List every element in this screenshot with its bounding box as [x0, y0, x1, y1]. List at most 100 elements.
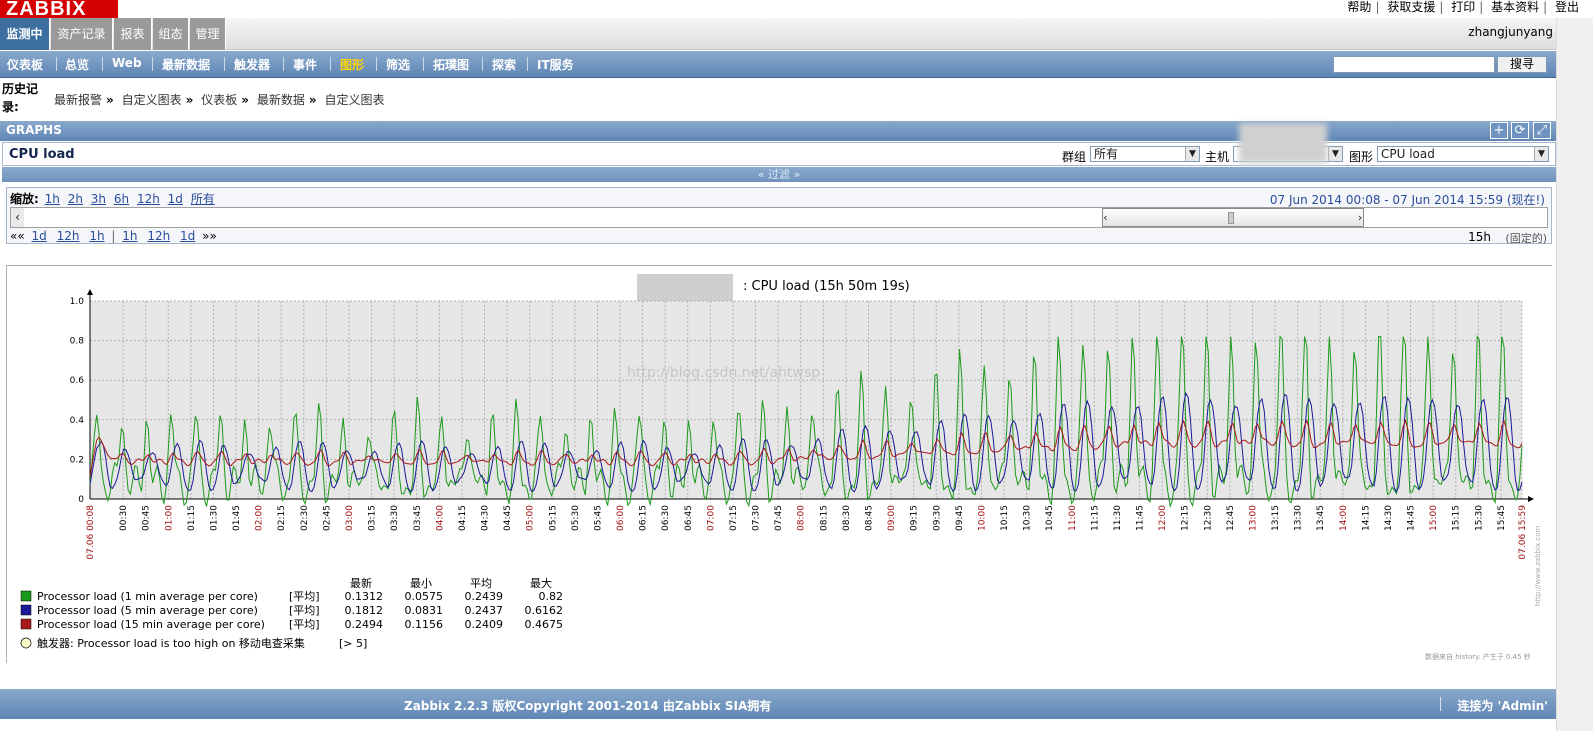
nav-back-1h[interactable]: 1h [89, 229, 105, 243]
fullscreen-icon[interactable]: ⤢ [1533, 122, 1551, 139]
series-line-1 [89, 334, 1523, 509]
legend-value: 0.2437 [465, 604, 504, 617]
zoom-all[interactable]: 所有 [190, 192, 215, 206]
add-icon[interactable]: + [1490, 122, 1508, 139]
series-lines [89, 334, 1523, 509]
submenu-graphs[interactable]: 图形 [340, 58, 365, 72]
y-tick-label: 0.4 [70, 416, 85, 426]
chevron-down-icon: ▼ [1185, 147, 1199, 161]
breadcrumb-item[interactable]: 最新数据 [256, 93, 305, 107]
submenu-latest-data[interactable]: 最新数据 [162, 58, 211, 72]
nav-forward-12h[interactable]: 12h [147, 229, 171, 243]
submenu-screens[interactable]: 筛选 [386, 58, 411, 72]
x-tick-label: 01:45 [232, 505, 242, 531]
search-button[interactable]: 搜寻 [1497, 56, 1547, 73]
print-link[interactable]: 打印 [1451, 0, 1476, 14]
legend-value: 0.0575 [405, 590, 444, 603]
tab-administration[interactable]: 管理 [190, 18, 226, 50]
chevron-left-icon[interactable]: ‹ [11, 208, 24, 227]
group-select[interactable]: 所有 ▼ [1090, 146, 1200, 162]
submenu-overview[interactable]: 总览 [65, 58, 90, 72]
zoom-2h[interactable]: 2h [67, 192, 83, 206]
y-tick-label: 0.6 [70, 376, 85, 386]
help-link[interactable]: 帮助 [1347, 0, 1372, 14]
top-bar: ZABBIX 帮助 | 获取支援 | 打印 | 基本资料 | 登出 [0, 0, 1593, 20]
x-tick-label: 07:30 [752, 505, 762, 531]
zoom-12h[interactable]: 12h [136, 192, 160, 206]
x-tick-label: 10:15 [1000, 505, 1010, 531]
x-tick-label: 03:45 [413, 505, 423, 531]
trigger-value: [> 5] [339, 637, 367, 650]
breadcrumb-item[interactable]: 自定义图表 [324, 93, 385, 107]
zoom-6h[interactable]: 6h [113, 192, 130, 206]
nav-back-all[interactable]: «« [10, 229, 25, 243]
nav-forward-1d[interactable]: 1d [180, 229, 196, 243]
x-axis-arrow [1528, 496, 1534, 502]
page-scrollbar[interactable] [1556, 18, 1593, 731]
submenu-it-services[interactable]: IT服务 [537, 58, 574, 72]
x-tick-label: 13:45 [1316, 505, 1326, 531]
support-link[interactable]: 获取支援 [1387, 0, 1436, 14]
scroll-thumb[interactable]: ‹ › [1102, 208, 1365, 227]
plot-area [90, 301, 1522, 499]
tab-monitoring[interactable]: 监测中 [0, 18, 50, 50]
zabbix-logo[interactable]: ZABBIX [0, 0, 118, 18]
nav-forward-all[interactable]: »» [202, 229, 217, 243]
graphs-header: GRAPHS [0, 121, 1556, 141]
redacted-host [1239, 123, 1327, 163]
submenu-web[interactable]: Web [112, 56, 142, 70]
tab-inventory[interactable]: 资产记录 [51, 18, 113, 50]
legend-func: [平均] [289, 618, 320, 631]
x-tick-label: 02:45 [322, 505, 332, 531]
y-tick-label: 0.2 [70, 455, 84, 465]
profile-link[interactable]: 基本资料 [1491, 0, 1540, 14]
refresh-icon[interactable]: ⟳ [1511, 122, 1529, 139]
breadcrumb-item[interactable]: 仪表板 [201, 93, 238, 107]
x-tick-label: 04:00 [435, 505, 445, 531]
x-tick-label: 09:00 [887, 505, 897, 531]
zoom-3h[interactable]: 3h [90, 192, 107, 206]
x-tick-label: 15:45 [1497, 505, 1507, 531]
graph-select[interactable]: CPU load ▼ [1377, 146, 1549, 162]
breadcrumb: 最新报警» 自定义图表» 仪表板» 最新数据» 自定义图表 [54, 93, 385, 107]
x-tick-label: 03:30 [390, 505, 400, 531]
chevron-left-icon[interactable]: ‹ [1103, 211, 1108, 224]
x-tick-label: 02:00 [255, 505, 265, 531]
x-tick-label: 08:15 [819, 505, 829, 531]
x-tick-label: 07:00 [706, 505, 716, 531]
submenu-discovery[interactable]: 探索 [492, 58, 517, 72]
nav-forward-1h[interactable]: 1h [122, 229, 138, 243]
y-tick-label: 0.8 [70, 337, 85, 347]
chevron-right-icon[interactable]: › [1357, 211, 1363, 224]
graph-label: 图形 [1349, 150, 1374, 164]
legend-header: 最新 [350, 576, 372, 590]
legend: 最新 最小 平均 最大 Processor load (1 min average pe… [20, 576, 564, 650]
x-tick-label: 11:45 [1136, 505, 1146, 531]
submenu-triggers[interactable]: 触发器 [234, 58, 271, 72]
nav-back-12h[interactable]: 12h [56, 229, 80, 243]
logout-link[interactable]: 登出 [1554, 0, 1579, 14]
zoom-1h[interactable]: 1h [44, 192, 60, 206]
breadcrumb-item[interactable]: 自定义图表 [121, 93, 182, 107]
tab-configuration[interactable]: 组态 [153, 18, 189, 50]
legend-value: 0.6162 [525, 604, 564, 617]
submenu-events[interactable]: 事件 [293, 58, 318, 72]
fixed-toggle[interactable]: (固定的) [1505, 232, 1547, 245]
submenu-maps[interactable]: 拓璞图 [433, 58, 470, 72]
graph-name: CPU load [9, 147, 75, 162]
graph-title-row: CPU load 群组 所有 ▼ 主机 ▼ 图形 CPU load ▼ [2, 123, 1556, 166]
x-tick-label: 10:30 [1023, 505, 1033, 531]
x-tick-label: 01:30 [209, 505, 219, 531]
legend-swatch [20, 618, 32, 630]
zoom-1d[interactable]: 1d [167, 192, 183, 206]
x-tick-label: 05:00 [526, 505, 536, 531]
search-input[interactable] [1333, 56, 1495, 73]
nav-back-1d[interactable]: 1d [31, 229, 47, 243]
x-tick-label: 07:15 [729, 505, 739, 531]
submenu-dashboard[interactable]: 仪表板 [7, 58, 44, 72]
filter-toggle[interactable]: « 过滤 » [2, 167, 1556, 182]
time-scrollbar[interactable]: ‹ ‹ › [10, 207, 1548, 228]
breadcrumb-item[interactable]: 最新报警 [54, 93, 103, 107]
tab-reports[interactable]: 报表 [114, 18, 152, 50]
legend-header: 最小 [410, 577, 432, 590]
